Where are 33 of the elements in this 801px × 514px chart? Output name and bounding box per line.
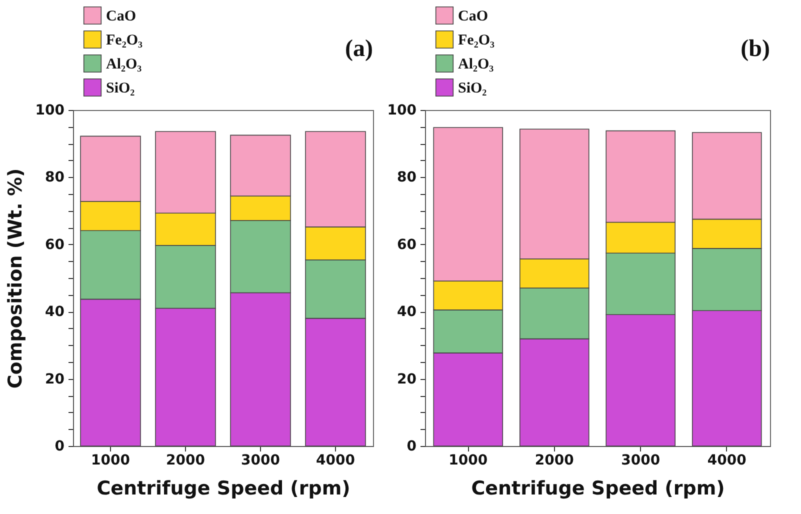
legend-label: Al₂O₃	[458, 56, 494, 72]
y-tick-label: 40	[397, 304, 417, 320]
y-tick-label: 80	[397, 170, 417, 186]
x-tick-label: 4000	[707, 452, 747, 468]
y-axis-title: Composition (Wt. %)	[4, 168, 26, 389]
y-tick-label: 0	[54, 438, 65, 454]
legend-label: Al₂O₃	[106, 56, 142, 72]
y-tick-label: 20	[45, 371, 65, 388]
y-tick-label: 80	[45, 170, 65, 186]
x-tick-label: 3000	[621, 452, 660, 468]
y-tick-label: 100	[35, 102, 65, 118]
x-tick-label: 1000	[448, 452, 488, 468]
y-tick-label: 60	[45, 236, 65, 253]
y-tick-label: 0	[406, 438, 417, 454]
y-tick-label: 20	[397, 371, 417, 388]
legend-label: Fe₂O₃	[106, 32, 143, 48]
x-tick-label: 2000	[166, 452, 206, 468]
x-tick-label: 2000	[534, 452, 574, 468]
y-tick-label: 100	[387, 102, 417, 118]
y-tick-label: 60	[397, 236, 417, 253]
legend-label: Fe₂O₃	[458, 32, 495, 48]
x-axis-title: Centrifuge Speed (rpm)	[471, 478, 725, 500]
chart-title: (b)	[740, 36, 770, 62]
x-tick-label: 4000	[316, 452, 356, 468]
legend-label: CaO	[458, 8, 488, 24]
x-tick-label: 3000	[241, 452, 280, 468]
legend-label: SiO₂	[106, 80, 136, 96]
x-tick-label: 1000	[91, 452, 130, 468]
chart-title: (a)	[345, 36, 373, 62]
legend-label: SiO₂	[458, 80, 488, 96]
legend-label: CaO	[106, 8, 136, 24]
x-axis-title: Centrifuge Speed (rpm)	[96, 478, 350, 500]
y-tick-label: 40	[45, 304, 65, 320]
